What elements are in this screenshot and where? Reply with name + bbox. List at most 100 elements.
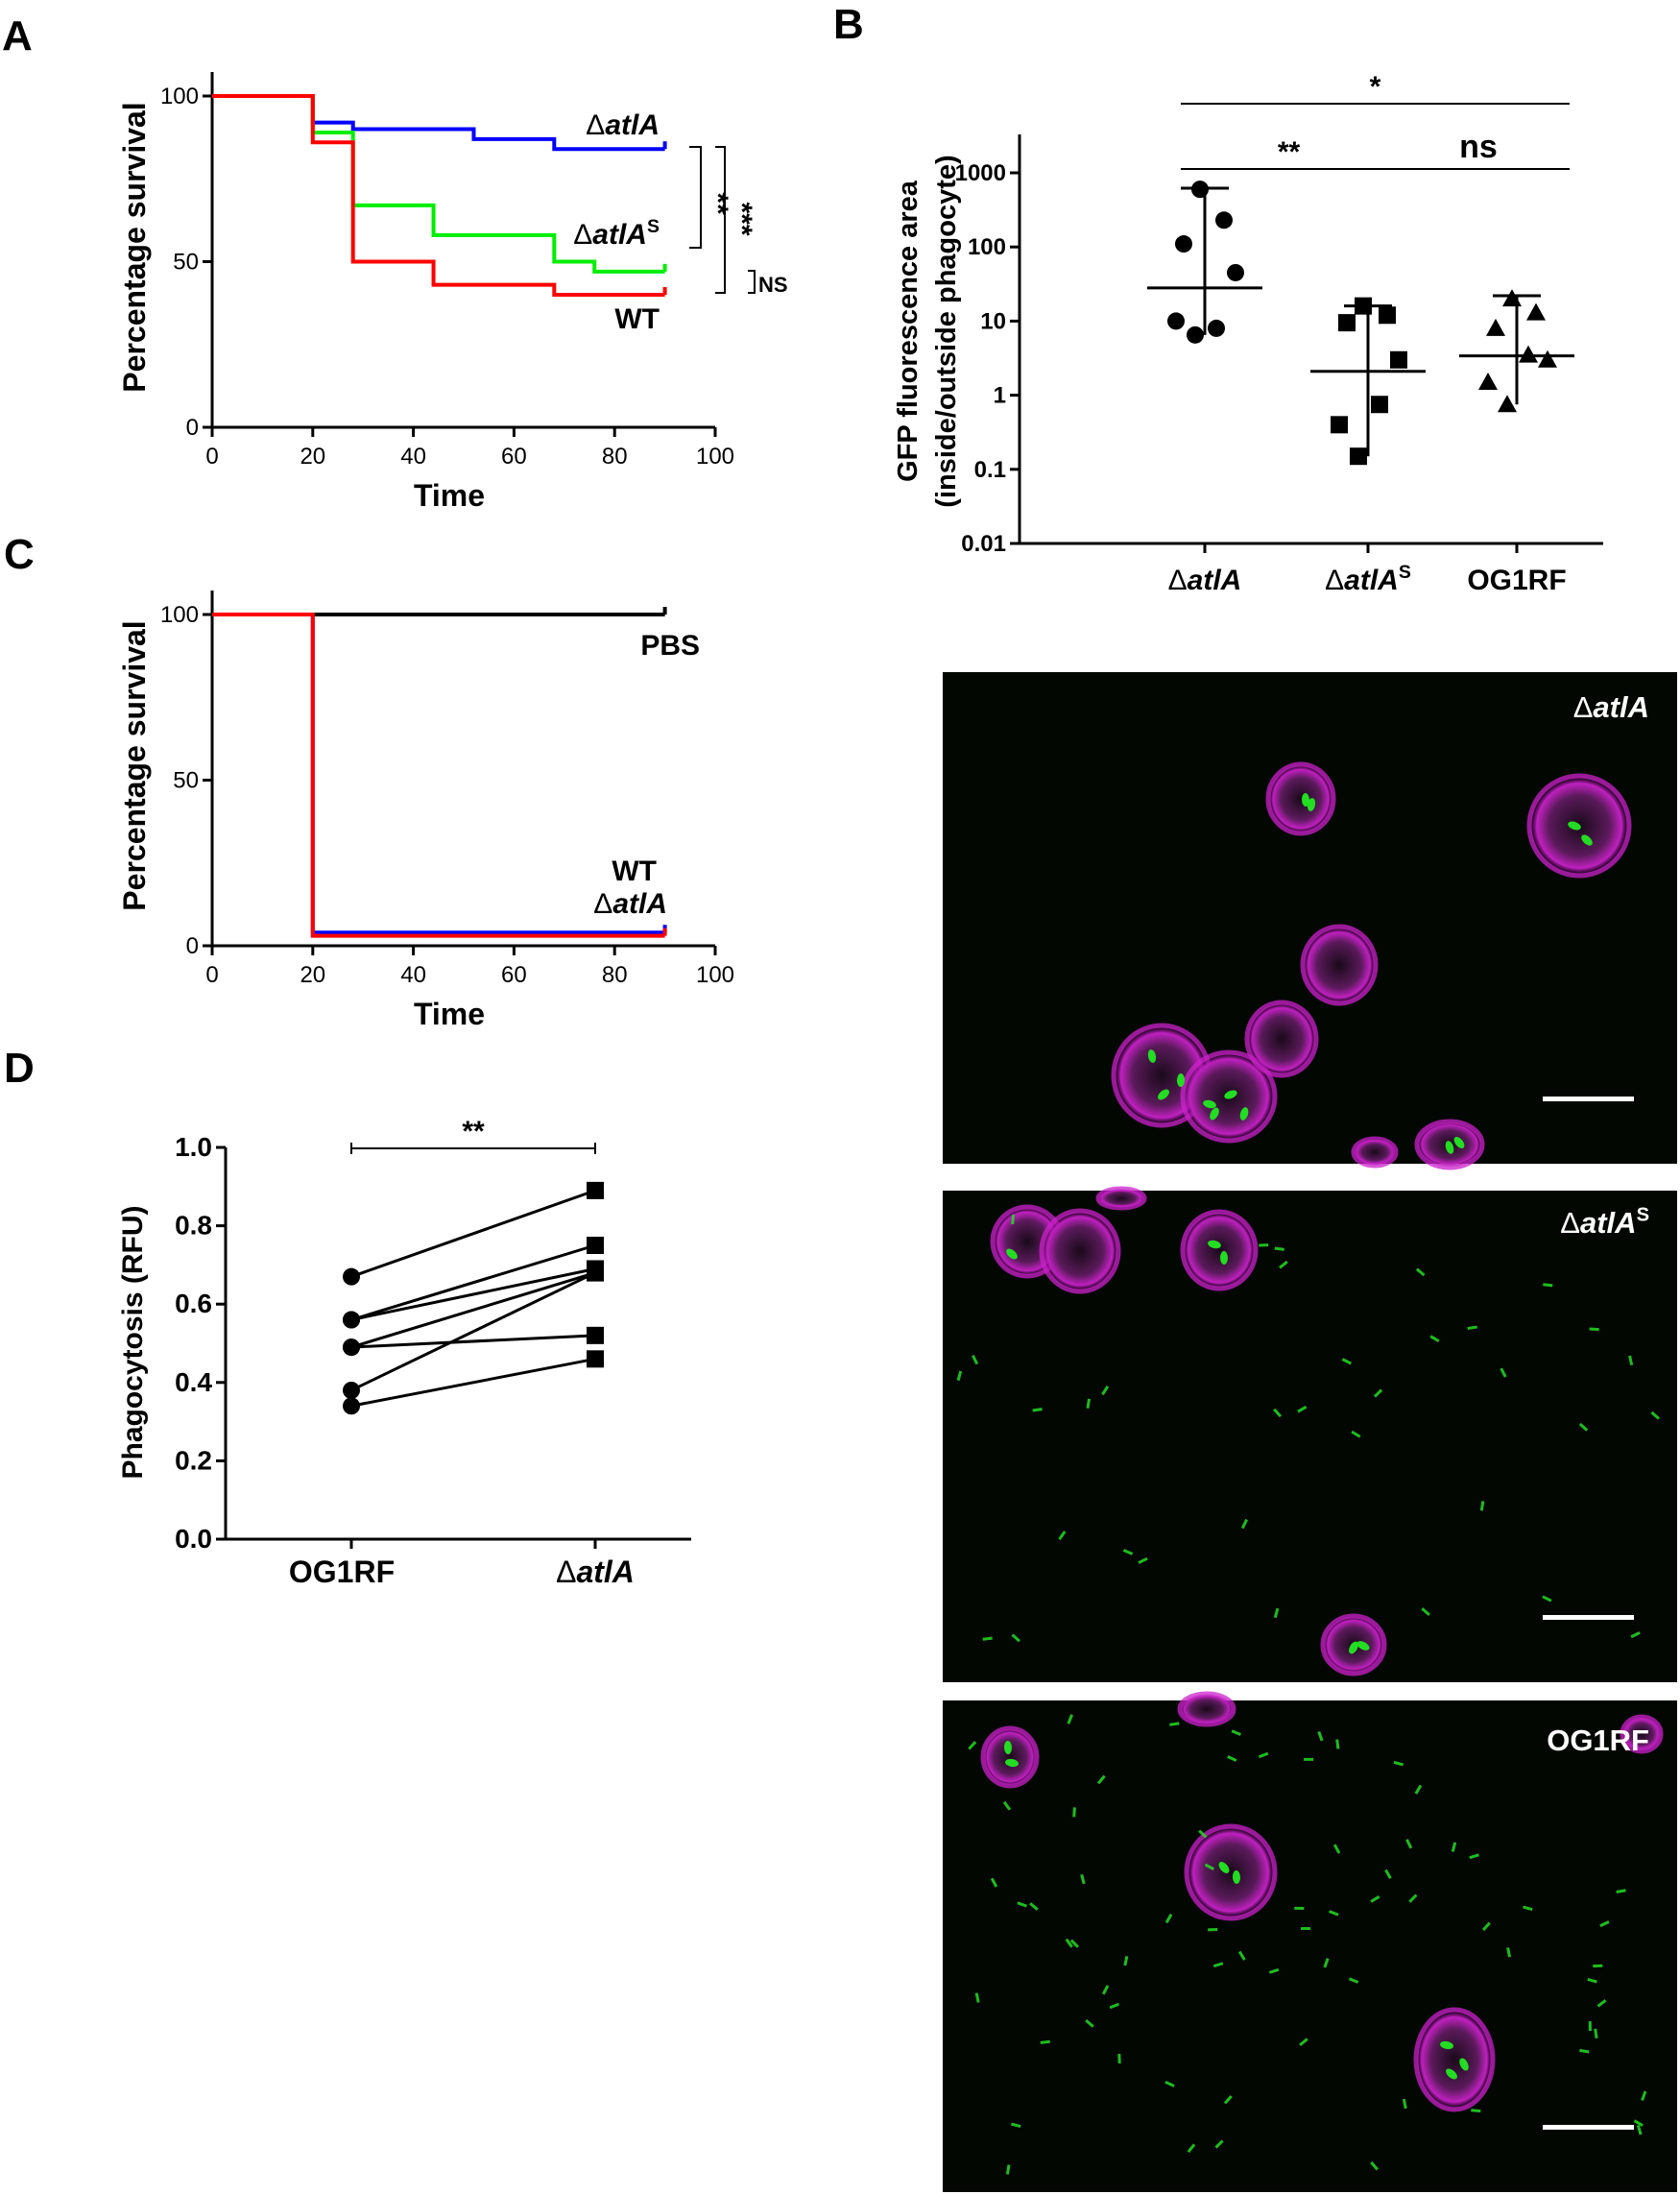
bacteria-chain bbox=[1628, 1355, 1634, 1366]
bacteria-chain bbox=[1122, 1549, 1134, 1555]
bacteria-cluster bbox=[1453, 1137, 1465, 1148]
phagocyte-cell bbox=[1265, 761, 1336, 836]
bacteria-chain bbox=[1204, 1863, 1215, 1871]
significance-label: NS bbox=[758, 273, 788, 297]
bacteria-chain bbox=[1415, 1267, 1426, 1277]
bacteria-chain bbox=[1005, 2164, 1011, 2175]
data-point-og1rf bbox=[343, 1311, 360, 1329]
pair-line bbox=[350, 1271, 596, 1392]
data-point bbox=[1187, 325, 1204, 344]
micrograph-label: OG1RF bbox=[1547, 1724, 1649, 1757]
bacteria-chain bbox=[1123, 1955, 1129, 1966]
chart-panel-c: 0 20 40 60 80 100 0 50 100 Time Percentage surviva… bbox=[117, 591, 734, 1031]
significance-label: *** bbox=[726, 202, 757, 235]
chart-panel-d: 0.0 0.2 0.4 0.6 0.8 1.0 Phagocytosis (RFU) OG1R… bbox=[117, 1116, 691, 1589]
pair-line bbox=[350, 1334, 596, 1349]
data-point-atla bbox=[587, 1350, 604, 1368]
bacteria-chain bbox=[1085, 2018, 1094, 2028]
significance-label: * bbox=[1370, 71, 1381, 103]
bacteria-cluster bbox=[1147, 1049, 1157, 1063]
y-tick-label: 1 bbox=[994, 383, 1006, 409]
phagocyte-cell bbox=[1180, 1209, 1259, 1291]
bacteria-chain bbox=[1187, 2143, 1196, 2154]
data-point bbox=[1227, 263, 1244, 281]
bacteria-chain bbox=[1317, 1730, 1324, 1742]
bacteria-chain bbox=[1002, 1800, 1012, 1811]
y-axis-title: (inside/outside phagocyte) bbox=[931, 155, 962, 507]
bacteria-chain bbox=[1258, 1751, 1269, 1759]
bacteria-chain bbox=[1072, 1807, 1076, 1818]
series-line-WT bbox=[212, 94, 665, 297]
bacteria-chain bbox=[1223, 2095, 1233, 2105]
y-tick-label: 1000 bbox=[955, 160, 1006, 186]
bacteria-chain bbox=[1405, 1839, 1413, 1849]
bacteria-chain bbox=[1335, 1739, 1340, 1749]
pair-line bbox=[350, 1267, 596, 1321]
chart-panel-b: 0.01 0.1 1 10 100 1000 GFP fluorescence area (i… bbox=[893, 71, 1603, 596]
bacteria-cluster bbox=[1301, 793, 1310, 807]
data-point-og1rf bbox=[343, 1381, 360, 1399]
bacteria-chain bbox=[1332, 1844, 1341, 1854]
bacteria-chain bbox=[956, 1370, 963, 1382]
bacteria-cluster bbox=[1208, 1240, 1221, 1249]
y-tick-label: 1.0 bbox=[175, 1132, 212, 1162]
bacteria-chain bbox=[1451, 1842, 1457, 1852]
bacteria-chain bbox=[1479, 1501, 1485, 1511]
bacteria-cluster bbox=[1158, 1089, 1169, 1100]
bracket-atla-atlas bbox=[689, 146, 702, 249]
bacteria-chain bbox=[1393, 1760, 1404, 1767]
bacteria-cluster bbox=[1356, 1641, 1370, 1651]
bacteria-chain bbox=[1348, 1977, 1359, 1984]
x-axis-title: Time bbox=[414, 478, 485, 513]
x-tick-label: 40 bbox=[400, 962, 426, 988]
phagocyte-cell bbox=[1300, 924, 1379, 1006]
bacteria-chain bbox=[1329, 1910, 1339, 1917]
bacteria-chain bbox=[1641, 2090, 1647, 2101]
bacteria-chain bbox=[1414, 1784, 1423, 1795]
bacteria-chain bbox=[1650, 1410, 1660, 1420]
bacteria-chain bbox=[1578, 1422, 1589, 1432]
x-tick-label: OG1RF bbox=[1467, 565, 1566, 596]
bacteria-chain bbox=[1274, 1246, 1284, 1251]
bacteria-chain bbox=[1402, 2098, 1407, 2110]
bacteria-chain bbox=[1237, 1950, 1246, 1961]
x-axis-title: Time bbox=[414, 997, 485, 1031]
bacteria-chain bbox=[1373, 1388, 1383, 1398]
bacteria-cluster bbox=[1219, 1251, 1229, 1265]
y-axis-title: Percentage survival bbox=[117, 102, 152, 392]
series-label-WT: WT bbox=[612, 856, 657, 887]
bacteria-cluster bbox=[1239, 1107, 1249, 1121]
data-point bbox=[1191, 181, 1209, 199]
bacteria-chain bbox=[1616, 1889, 1626, 1894]
bacteria-chain bbox=[1579, 2048, 1590, 2054]
bacteria-chain bbox=[1169, 1722, 1180, 1726]
phagocyte-cell bbox=[1039, 1208, 1121, 1294]
bacteria-chain bbox=[1198, 1829, 1208, 1839]
scale-bar bbox=[1543, 2125, 1634, 2130]
data-point-og1rf bbox=[343, 1338, 360, 1357]
bacteria-chain bbox=[1109, 2002, 1119, 2010]
bacteria-chain bbox=[1599, 1920, 1610, 1928]
bacteria-chain bbox=[1370, 2161, 1379, 2171]
phagocyte-cell bbox=[1184, 1823, 1278, 1921]
bacteria-chain bbox=[1011, 1633, 1020, 1643]
micrograph-label: ΔatlAS bbox=[1560, 1205, 1649, 1240]
bacteria-chain bbox=[1208, 1928, 1218, 1932]
data-point bbox=[1371, 396, 1388, 414]
phagocyte-cell bbox=[1244, 1000, 1319, 1078]
y-tick-label: 0.01 bbox=[961, 531, 1006, 557]
panel-letter-d: D bbox=[4, 1045, 35, 1092]
x-tick-label: 20 bbox=[300, 444, 325, 470]
bacteria-chain bbox=[1636, 2125, 1643, 2135]
bacteria-chain bbox=[1351, 1430, 1361, 1438]
bacteria-chain bbox=[1268, 1967, 1280, 1974]
bacteria-cluster bbox=[1176, 1073, 1186, 1087]
y-tick-label: 50 bbox=[173, 768, 199, 794]
bacteria-chain bbox=[1040, 2039, 1050, 2044]
bacteria-chain bbox=[1384, 1869, 1392, 1879]
bacteria-chain bbox=[1164, 1913, 1173, 1924]
bacteria-cluster bbox=[1210, 1107, 1219, 1121]
bacteria-chain bbox=[1010, 2122, 1021, 2129]
bacteria-chain bbox=[1032, 1408, 1043, 1412]
